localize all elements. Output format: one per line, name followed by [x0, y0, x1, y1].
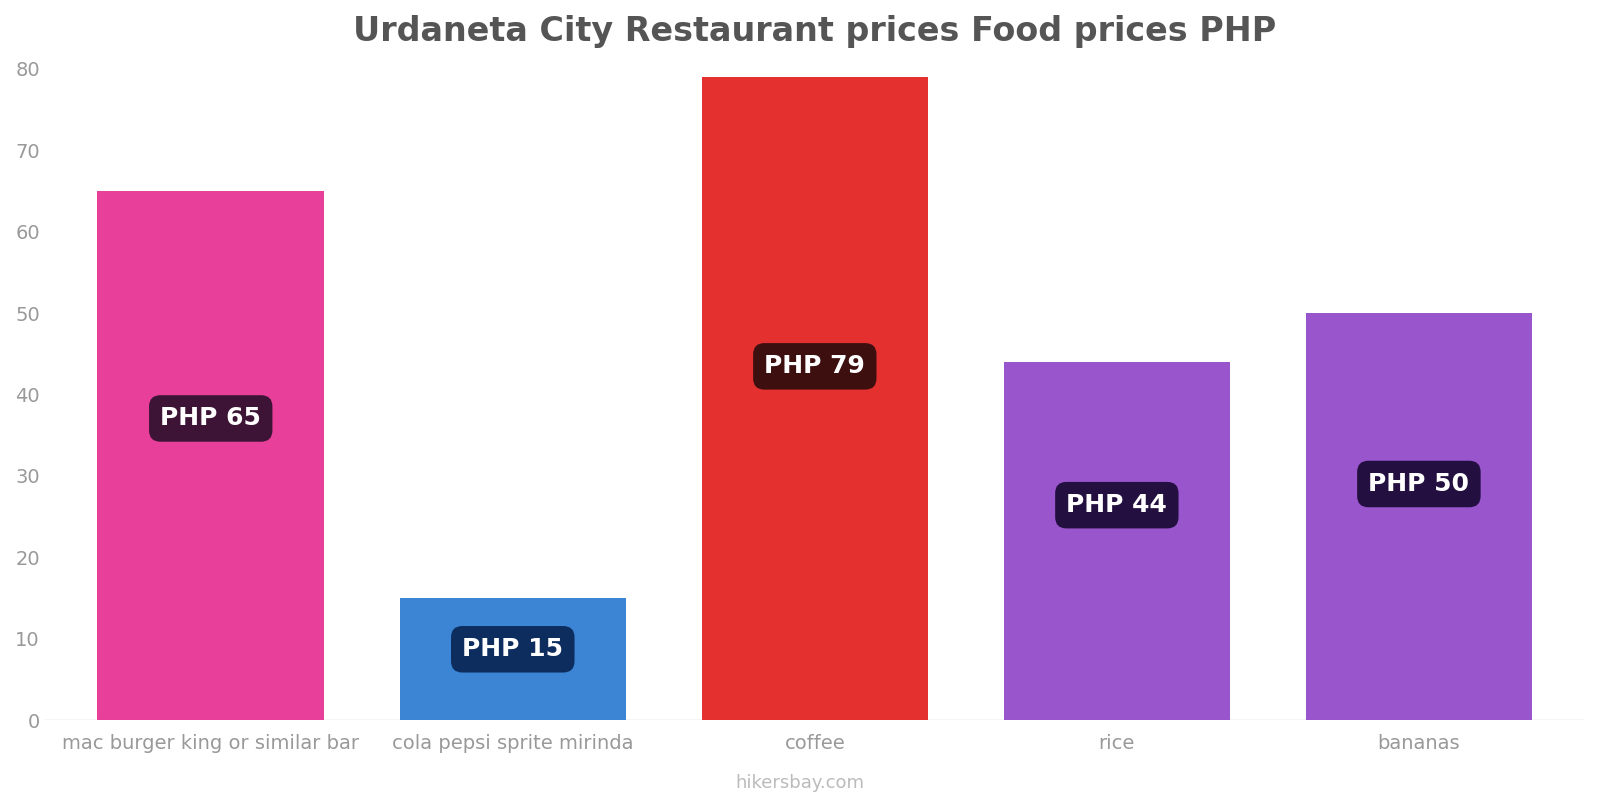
Text: PHP 79: PHP 79	[765, 354, 866, 378]
Bar	[1003, 362, 1230, 720]
Bar	[1306, 313, 1533, 720]
Title: Urdaneta City Restaurant prices Food prices PHP: Urdaneta City Restaurant prices Food pri…	[354, 15, 1277, 48]
Text: hikersbay.com: hikersbay.com	[736, 774, 864, 792]
Text: PHP 50: PHP 50	[1368, 472, 1469, 496]
Text: PHP 15: PHP 15	[462, 638, 563, 662]
Text: PHP 65: PHP 65	[160, 406, 261, 430]
Bar	[400, 598, 626, 720]
Text: PHP 44: PHP 44	[1067, 493, 1168, 517]
Bar	[98, 191, 323, 720]
Bar	[701, 77, 928, 720]
